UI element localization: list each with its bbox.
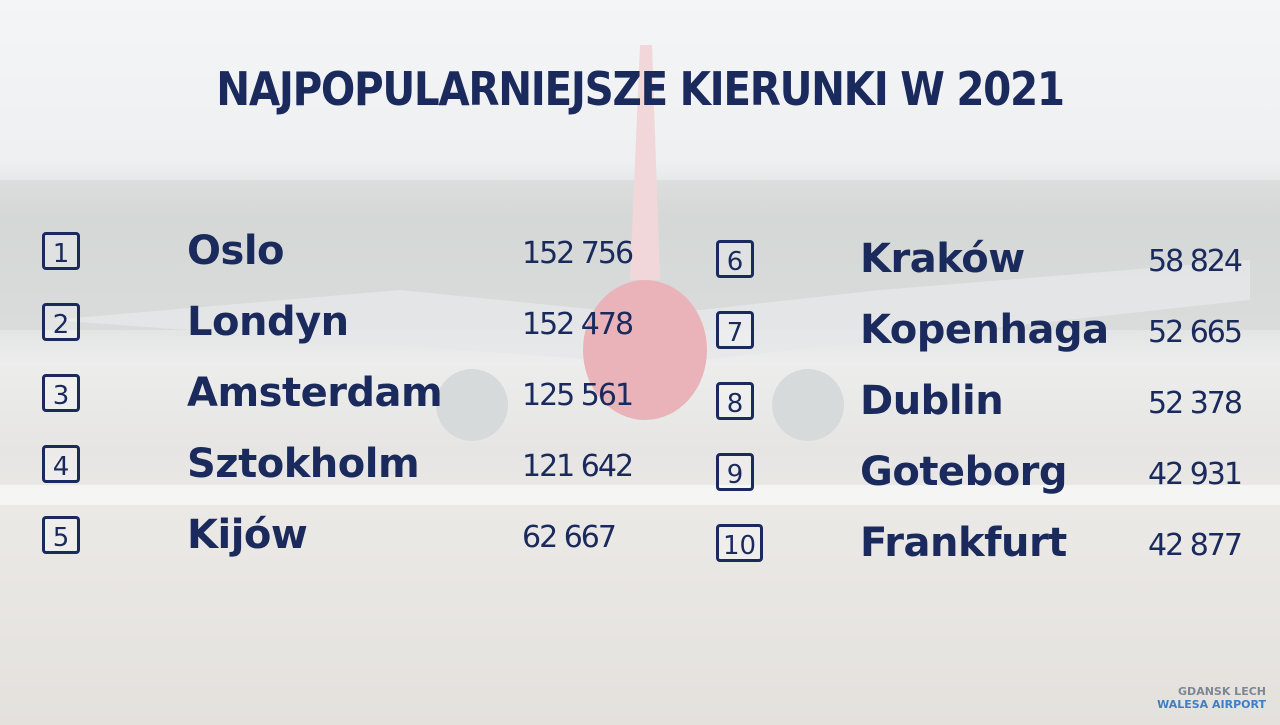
rank-badge: 9 — [716, 453, 754, 491]
city-name: Kijów — [187, 512, 308, 558]
tail — [630, 45, 660, 280]
rank-badge: 7 — [716, 311, 754, 349]
logo: GDANSK LECH WALESA AIRPORT — [1157, 685, 1266, 711]
passenger-count: 121 642 — [522, 449, 634, 484]
runway-line — [0, 485, 1280, 505]
destination-row: 8 Dublin 52 378 — [0, 376, 1280, 436]
passenger-count: 42 877 — [1148, 528, 1243, 563]
passenger-count: 52 378 — [1148, 386, 1243, 421]
rank-badge: 3 — [42, 374, 80, 412]
destination-row: 2 Londyn 152 478 — [0, 297, 1280, 357]
logo-line: WALESA AIRPORT — [1157, 698, 1266, 711]
city-name: Oslo — [187, 228, 285, 274]
destination-row: 5 Kijów 62 667 — [0, 510, 1280, 570]
logo-line: GDANSK LECH — [1178, 685, 1266, 698]
destination-row: 9 Goteborg 42 931 — [0, 447, 1280, 507]
destination-row: 6 Kraków 58 824 — [0, 234, 1280, 294]
destination-row: 1 Oslo 152 756 — [0, 226, 1280, 286]
rank-badge: 4 — [42, 445, 80, 483]
city-name: Sztokholm — [187, 441, 420, 487]
destination-row: 3 Amsterdam 125 561 — [0, 368, 1280, 428]
rank-badge: 1 — [42, 232, 80, 270]
fuselage — [583, 280, 707, 420]
rank-badge: 10 — [716, 524, 764, 562]
rank-badge: 6 — [716, 240, 754, 278]
rank-badge: 8 — [716, 382, 754, 420]
passenger-count: 42 931 — [1148, 457, 1243, 492]
city-name: Frankfurt — [860, 520, 1067, 566]
city-name: Londyn — [187, 299, 349, 345]
engine — [436, 369, 508, 441]
engine — [772, 369, 844, 441]
city-name: Dublin — [860, 378, 1004, 424]
passenger-count: 152 478 — [522, 307, 634, 342]
passenger-count: 152 756 — [522, 236, 634, 271]
city-name: Amsterdam — [187, 370, 443, 416]
destination-row: 7 Kopenhaga 52 665 — [0, 305, 1280, 365]
city-name: Kopenhaga — [860, 307, 1109, 353]
passenger-count: 52 665 — [1148, 315, 1243, 350]
passenger-count: 125 561 — [522, 378, 634, 413]
destination-row: 10 Frankfurt 42 877 — [0, 518, 1280, 578]
title: NAJPOPULARNIEJSZE KIERUNKI W 2021 — [216, 62, 1065, 116]
rank-badge: 2 — [42, 303, 80, 341]
city-name: Kraków — [860, 236, 1025, 282]
passenger-count: 58 824 — [1148, 244, 1243, 279]
rank-badge: 5 — [42, 516, 80, 554]
destination-row: 4 Sztokholm 121 642 — [0, 439, 1280, 499]
city-name: Goteborg — [860, 449, 1068, 495]
passenger-count: 62 667 — [522, 520, 617, 555]
